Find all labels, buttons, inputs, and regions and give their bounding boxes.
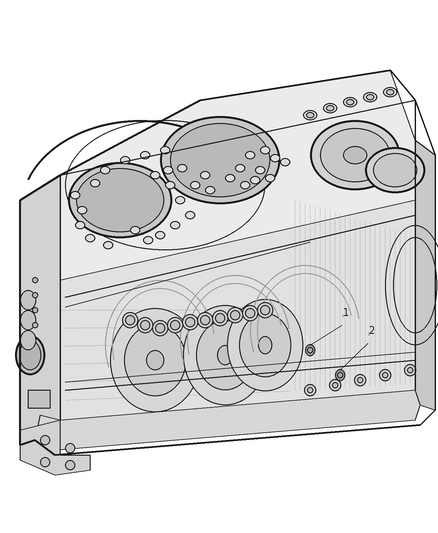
Text: 1: 1 (343, 308, 349, 318)
Text: 2: 2 (368, 326, 375, 335)
